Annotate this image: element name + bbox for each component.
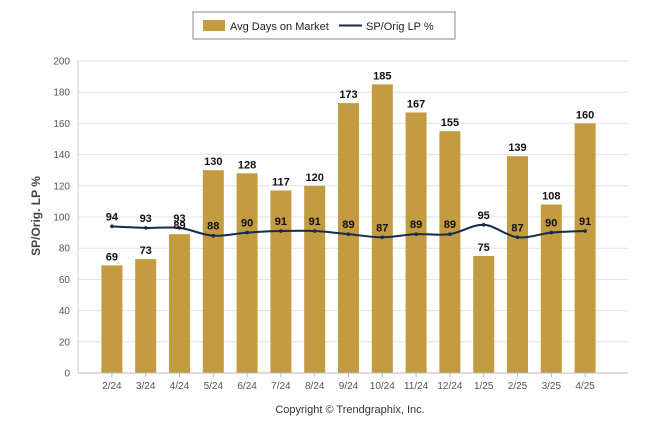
line-point <box>380 235 385 240</box>
bar <box>270 190 292 373</box>
bar-value-label: 117 <box>272 176 290 188</box>
line-value-label: 93 <box>173 213 185 225</box>
x-tick-label: 12/24 <box>437 381 462 392</box>
line-point <box>245 230 249 235</box>
legend: Avg Days on Market SP/Orig LP % <box>192 11 456 40</box>
bar-value-label: 108 <box>542 191 560 203</box>
legend-label-bar: Avg Days on Market <box>230 21 329 33</box>
bar-value-label: 69 <box>106 251 118 263</box>
bar-value-label: 160 <box>576 109 594 121</box>
y-tick-label: 120 <box>53 181 70 192</box>
line-point <box>448 232 452 236</box>
line-point <box>110 224 114 229</box>
bar <box>574 123 596 374</box>
bar <box>439 131 461 373</box>
line-value-label: 87 <box>376 222 388 234</box>
y-tick-label: 60 <box>59 275 71 286</box>
bar-value-label: 173 <box>339 89 357 101</box>
line-value-label: 91 <box>275 216 287 228</box>
bar-value-label: 185 <box>373 70 391 82</box>
x-tick-label: 3/24 <box>136 381 156 392</box>
y-tick-label: 200 <box>53 57 70 68</box>
bar-value-label: 155 <box>441 117 459 129</box>
x-axis: 2/24 3/24 4/24 5/24 6/24 7/24 8/24 9/24 10/24 11/… <box>78 372 628 392</box>
x-tick-label: 9/24 <box>339 381 359 392</box>
line-value-label: 89 <box>410 219 422 231</box>
x-tick-label: 11/24 <box>404 381 429 392</box>
line-value-label: 91 <box>579 216 591 228</box>
bar-value-label: 128 <box>238 159 256 171</box>
line-series <box>110 223 587 240</box>
line-value-label: 95 <box>478 210 490 222</box>
line-point <box>414 232 418 236</box>
bars <box>101 84 596 374</box>
x-tick-label: 3/25 <box>542 381 562 392</box>
bar-value-label: 89 <box>173 220 185 232</box>
bar <box>371 84 393 374</box>
line-point <box>211 233 216 238</box>
line-point <box>143 226 148 230</box>
bar-value-label: 73 <box>140 245 152 257</box>
line-point <box>177 226 182 230</box>
line-point <box>312 229 317 233</box>
line-point <box>583 229 587 233</box>
line-point <box>481 223 486 227</box>
bar <box>405 112 427 373</box>
y-tick-label: 20 <box>59 337 71 348</box>
y-tick-label: 0 <box>64 369 70 380</box>
y-tick-label: 160 <box>53 119 70 130</box>
y-tick-label: 80 <box>59 244 71 255</box>
x-tick-label: 4/24 <box>170 381 190 392</box>
line-value-label: 94 <box>106 211 119 223</box>
line-value-label: 88 <box>207 221 219 233</box>
line-point <box>515 235 520 240</box>
line-value-label: 90 <box>545 218 557 230</box>
bar <box>473 256 495 373</box>
y-tick-label: 180 <box>53 88 70 99</box>
bar-value-label: 75 <box>478 242 490 254</box>
bar-value-label: 139 <box>508 142 526 154</box>
bar <box>304 185 326 373</box>
bar <box>169 234 190 373</box>
y-tick-label: 40 <box>59 306 71 317</box>
legend-box <box>192 11 456 40</box>
x-tick-label: 6/24 <box>237 381 257 392</box>
y-axis: 0 20 40 60 80 100 120 140 160 180 200 <box>53 57 79 380</box>
bar <box>135 259 157 373</box>
line-point <box>279 229 283 233</box>
data-labels: 69 73 89 130 128 117 120 173 185 167 155 75 139 108 16… <box>106 70 595 263</box>
x-tick-label: 10/24 <box>370 381 395 392</box>
line-value-label: 90 <box>241 218 253 230</box>
bar <box>507 156 528 373</box>
line-value-label: 89 <box>444 219 456 231</box>
line-point <box>549 230 554 235</box>
copyright-text: Copyright © Trendgraphix, Inc. <box>275 404 424 416</box>
bar <box>236 173 258 373</box>
line-value-label: 91 <box>309 216 321 228</box>
y-tick-label: 100 <box>53 213 70 224</box>
bar-value-label: 120 <box>306 172 324 184</box>
bar <box>338 103 359 374</box>
x-tick-label: 1/25 <box>474 381 494 392</box>
legend-label-line: SP/Orig LP % <box>366 21 434 33</box>
line-point <box>346 232 351 236</box>
x-tick-label: 2/24 <box>102 381 122 392</box>
y-axis-label: SP/Orig. LP % <box>29 176 43 256</box>
line-value-label: 89 <box>342 219 354 231</box>
bar <box>202 170 224 373</box>
bar-value-label: 130 <box>204 156 222 168</box>
line-value-label: 87 <box>511 222 523 234</box>
x-tick-label: 4/25 <box>575 381 595 392</box>
x-tick-label: 5/24 <box>204 381 224 392</box>
y-tick-label: 140 <box>53 150 70 161</box>
bar <box>540 204 562 373</box>
legend-swatch-bar <box>203 20 225 31</box>
bar-value-label: 167 <box>407 98 425 110</box>
x-tick-label: 2/25 <box>508 381 528 392</box>
line-value-label: 93 <box>140 213 152 225</box>
bar <box>101 265 123 373</box>
x-tick-label: 7/24 <box>271 381 291 392</box>
x-tick-label: 8/24 <box>305 381 325 392</box>
